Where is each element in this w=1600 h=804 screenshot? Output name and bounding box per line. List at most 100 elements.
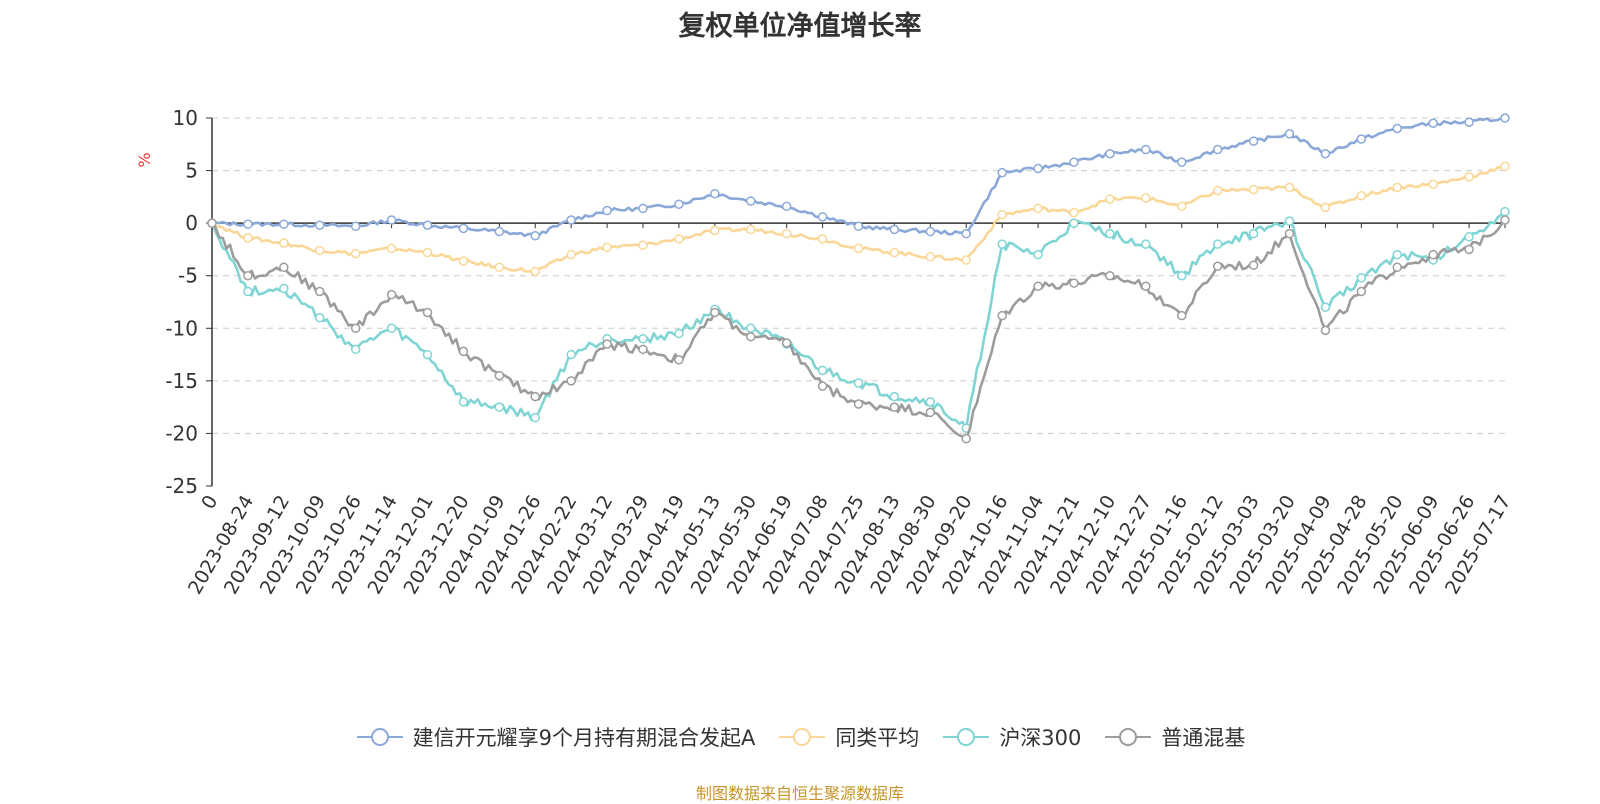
data-point xyxy=(1105,270,1115,281)
data-point xyxy=(853,243,864,254)
data-point xyxy=(638,344,648,355)
data-point xyxy=(458,397,469,407)
data-point xyxy=(566,249,576,260)
data-point xyxy=(602,205,612,216)
legend-label: 建信开元耀享9个月持有期混合发起A xyxy=(412,726,756,750)
data-point xyxy=(530,266,540,277)
series-line-1 xyxy=(211,165,1506,273)
data-point xyxy=(279,219,289,229)
legend-label: 沪深300 xyxy=(999,726,1082,750)
data-point xyxy=(710,188,720,199)
data-point xyxy=(925,397,936,407)
data-point xyxy=(853,378,864,388)
legend-marker-icon xyxy=(779,728,826,746)
data-point xyxy=(1069,218,1079,228)
data-point xyxy=(1069,207,1079,218)
data-point xyxy=(1392,262,1402,273)
series-line-0 xyxy=(211,116,1506,238)
data-point xyxy=(925,252,936,262)
data-point xyxy=(746,323,756,334)
data-point xyxy=(853,399,864,409)
data-point xyxy=(889,224,900,235)
data-point xyxy=(1141,281,1151,291)
data-point xyxy=(1212,239,1223,249)
data-point xyxy=(817,365,828,376)
data-point xyxy=(566,215,576,225)
data-point xyxy=(1500,206,1510,217)
y-tick-label: -25 xyxy=(165,474,198,498)
data-point xyxy=(530,391,540,402)
data-point xyxy=(1248,260,1259,270)
data-point xyxy=(1500,161,1510,172)
data-source-note: 制图数据来自恒生聚源数据库 xyxy=(695,784,904,803)
chart-title: 复权单位净值增长率 xyxy=(678,11,922,42)
data-point xyxy=(494,370,505,381)
data-point xyxy=(602,242,612,253)
y-tick-label: -10 xyxy=(165,316,198,340)
data-point xyxy=(1392,249,1402,260)
data-point xyxy=(1212,261,1223,272)
data-point xyxy=(674,328,684,339)
x-tick-label: 0 xyxy=(197,492,222,513)
data-point xyxy=(817,234,828,244)
y-tick-label: 5 xyxy=(185,159,198,183)
data-point xyxy=(422,349,433,360)
data-point xyxy=(997,209,1007,220)
legend-item-3[interactable]: 普通混基 xyxy=(1103,722,1245,752)
data-point xyxy=(1069,278,1079,288)
data-point xyxy=(817,381,828,391)
data-point xyxy=(781,338,792,348)
y-tick-label: -5 xyxy=(178,264,198,288)
data-point xyxy=(530,412,540,423)
data-point xyxy=(494,226,505,237)
data-point xyxy=(889,247,900,258)
data-point xyxy=(350,221,361,232)
data-point xyxy=(889,402,900,412)
data-point xyxy=(386,289,397,300)
data-point xyxy=(961,228,971,239)
data-point xyxy=(1356,286,1367,297)
data-point xyxy=(1320,302,1331,313)
data-point xyxy=(1141,239,1151,249)
data-point xyxy=(1392,123,1402,134)
legend-item-2[interactable]: 沪深300 xyxy=(941,722,1081,752)
data-point xyxy=(1177,270,1187,281)
series-lines xyxy=(207,113,1510,444)
data-point xyxy=(1141,144,1151,155)
data-point xyxy=(674,355,684,365)
data-point xyxy=(961,255,971,265)
data-point xyxy=(566,376,576,386)
legend-marker-icon xyxy=(943,728,990,746)
data-point xyxy=(1248,184,1259,195)
data-point xyxy=(1320,202,1331,213)
axes: 1050-5-10-15-20-2502023-08-242023-09-122… xyxy=(165,106,1515,598)
legend-item-0[interactable]: 建信开元耀享9个月持有期混合发起A xyxy=(355,722,756,752)
data-point xyxy=(674,234,684,244)
data-point xyxy=(279,283,289,294)
data-point xyxy=(422,247,433,258)
data-point xyxy=(1105,228,1115,239)
data-point xyxy=(853,221,864,232)
y-tick-label: -15 xyxy=(165,369,198,393)
data-point xyxy=(1141,193,1151,203)
data-point xyxy=(1105,148,1115,159)
data-point xyxy=(925,226,936,237)
data-point xyxy=(1356,134,1367,144)
data-point xyxy=(1033,203,1043,214)
data-point xyxy=(1464,244,1474,255)
data-point xyxy=(1284,216,1295,226)
legend-label: 普通混基 xyxy=(1161,726,1246,750)
y-axis-label: % xyxy=(135,152,154,167)
data-point xyxy=(997,167,1007,178)
legend-item-1[interactable]: 同类平均 xyxy=(777,722,919,752)
data-point xyxy=(1033,249,1043,260)
data-point xyxy=(458,346,469,357)
data-point xyxy=(1500,215,1510,225)
data-point xyxy=(243,233,253,243)
data-point xyxy=(386,215,397,225)
data-point xyxy=(243,219,253,229)
data-point xyxy=(566,349,576,360)
data-point xyxy=(1464,172,1474,182)
data-point xyxy=(1464,117,1474,127)
data-point xyxy=(1392,182,1402,193)
